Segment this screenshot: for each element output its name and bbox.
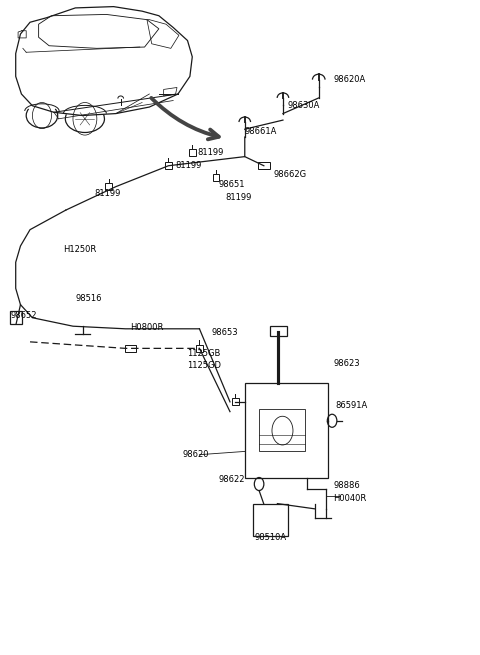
Bar xyxy=(105,183,112,190)
Text: 98623: 98623 xyxy=(333,359,360,368)
Bar xyxy=(258,162,270,169)
Text: 98886: 98886 xyxy=(333,481,360,490)
Bar xyxy=(270,326,287,336)
Bar xyxy=(165,162,172,170)
Bar xyxy=(189,149,196,157)
Text: 81199: 81199 xyxy=(226,193,252,202)
Text: H1250R: H1250R xyxy=(63,245,96,253)
Text: 86591A: 86591A xyxy=(336,402,368,410)
Bar xyxy=(213,174,219,181)
Text: 98620A: 98620A xyxy=(333,75,365,84)
Text: 98630A: 98630A xyxy=(288,102,320,110)
Text: H0040R: H0040R xyxy=(333,494,366,503)
Text: 98622: 98622 xyxy=(218,475,245,484)
Text: H0800R: H0800R xyxy=(130,323,164,332)
Text: 98516: 98516 xyxy=(75,293,102,303)
Bar xyxy=(124,345,136,352)
Bar xyxy=(253,504,288,536)
Text: 98653: 98653 xyxy=(211,328,238,337)
Text: 81199: 81199 xyxy=(197,148,223,157)
Bar xyxy=(10,310,23,324)
Text: 81199: 81199 xyxy=(176,161,202,170)
Text: 81199: 81199 xyxy=(95,189,121,198)
Text: 98651: 98651 xyxy=(218,179,245,189)
Bar xyxy=(196,345,203,352)
Bar xyxy=(231,398,239,405)
Text: 98510A: 98510A xyxy=(254,533,287,542)
Text: 98662G: 98662G xyxy=(274,170,307,179)
Text: 98661A: 98661A xyxy=(245,127,277,136)
Text: 1125GD: 1125GD xyxy=(188,361,221,370)
Text: 98652: 98652 xyxy=(11,311,37,320)
Text: 98620: 98620 xyxy=(183,450,209,459)
Bar xyxy=(259,409,305,451)
Text: 1125GB: 1125GB xyxy=(188,349,221,358)
Bar xyxy=(245,383,328,477)
